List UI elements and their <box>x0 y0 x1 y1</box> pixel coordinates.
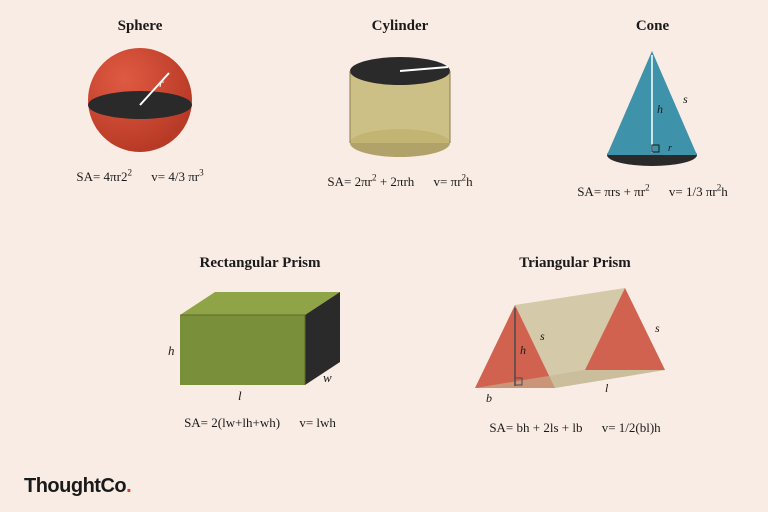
svg-text:b: b <box>486 391 492 405</box>
svg-text:l: l <box>238 388 242 403</box>
cylinder-sa: SA= 2πr2 + 2πrh <box>327 174 414 189</box>
sphere-block: Sphere r SA= 4πr22 v= 4/3 πr3 <box>40 18 240 185</box>
tri-prism-formulas: SA= bh + 2ls + lb v= 1/2(bl)h <box>430 420 720 436</box>
tri-prism-icon: b h s s l <box>460 280 690 410</box>
cylinder-title: Cylinder <box>290 18 510 35</box>
cone-block: Cone h s r SA= πrs + πr2 v= 1/3 πr2h <box>555 18 750 200</box>
cone-v: v= 1/3 πr2h <box>669 184 728 199</box>
svg-text:s: s <box>683 92 688 106</box>
sphere-title: Sphere <box>40 18 240 35</box>
svg-text:l: l <box>605 381 609 395</box>
sphere-v: v= 4/3 πr3 <box>151 169 203 184</box>
svg-text:s: s <box>655 321 660 335</box>
rect-prism-formulas: SA= 2(lw+lh+wh) v= lwh <box>130 415 390 431</box>
svg-text:h: h <box>168 343 175 358</box>
cone-icon: h s r <box>595 43 710 173</box>
sphere-sa: SA= 4πr22 <box>76 169 132 184</box>
cylinder-icon <box>340 43 460 163</box>
logo: ThoughtCo. <box>24 475 131 498</box>
logo-text: ThoughtCo <box>24 475 126 497</box>
sphere-formulas: SA= 4πr22 v= 4/3 πr3 <box>40 168 240 185</box>
svg-text:r: r <box>159 76 164 90</box>
svg-text:r: r <box>668 143 672 154</box>
rect-prism-v: v= lwh <box>299 415 336 430</box>
svg-text:s: s <box>540 329 545 343</box>
svg-text:h: h <box>657 102 663 116</box>
rect-prism-icon: h l w <box>160 280 360 405</box>
rect-prism-block: Rectangular Prism h l w SA= 2(lw+lh+wh) … <box>130 255 390 431</box>
rect-prism-title: Rectangular Prism <box>130 255 390 272</box>
cone-title: Cone <box>555 18 750 35</box>
svg-text:h: h <box>520 343 526 357</box>
tri-prism-sa: SA= bh + 2ls + lb <box>489 420 582 435</box>
cylinder-v: v= πr2h <box>434 174 473 189</box>
cylinder-block: Cylinder SA= 2πr2 + 2πrh v= πr2h <box>290 18 510 190</box>
logo-dot: . <box>126 475 131 497</box>
cone-formulas: SA= πrs + πr2 v= 1/3 πr2h <box>555 183 750 200</box>
cone-sa: SA= πrs + πr2 <box>577 184 649 199</box>
tri-prism-block: Triangular Prism b h s s l SA= bh + 2ls … <box>430 255 720 436</box>
rect-prism-sa: SA= 2(lw+lh+wh) <box>184 415 280 430</box>
sphere-icon: r <box>83 43 198 158</box>
cylinder-formulas: SA= 2πr2 + 2πrh v= πr2h <box>290 173 510 190</box>
svg-text:w: w <box>323 370 332 385</box>
tri-prism-v: v= 1/2(bl)h <box>602 420 661 435</box>
tri-prism-title: Triangular Prism <box>430 255 720 272</box>
